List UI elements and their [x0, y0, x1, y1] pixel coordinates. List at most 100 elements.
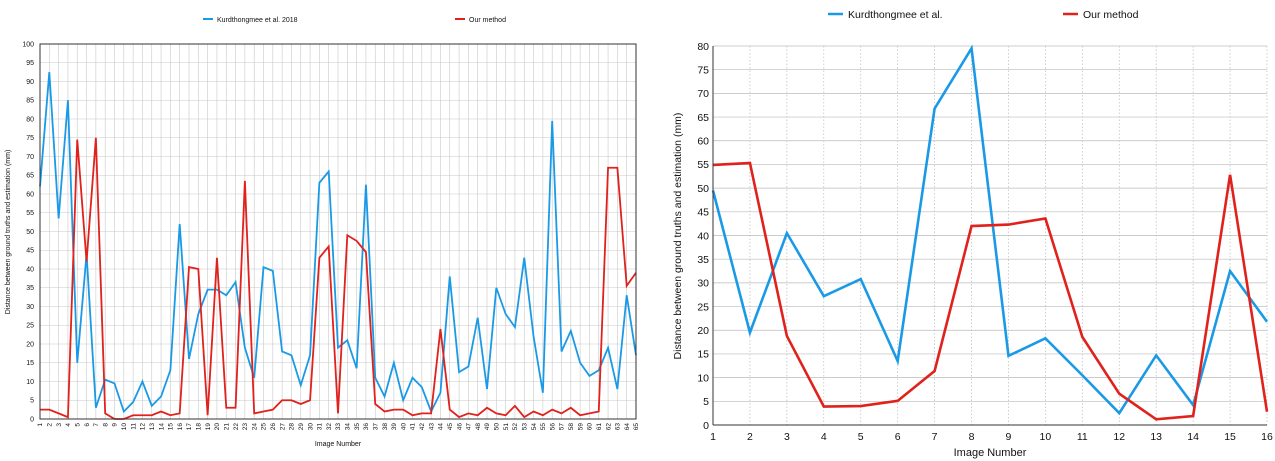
right-x-tick-label: 3: [784, 431, 790, 443]
left-y-tick-label: 40: [26, 266, 34, 273]
legend-left-our-method-label: Our method: [469, 17, 506, 24]
right-y-tick-labels: 0 5 10 15 20 25 30 35 40 45 50 55 60 65 70 75 80: [697, 41, 709, 432]
left-x-tick-label: 3: [56, 423, 63, 427]
left-x-tick-label: 10: [121, 423, 128, 431]
left-x-tick-label: 35: [354, 423, 361, 431]
left-x-tick-label: 59: [577, 423, 584, 431]
left-x-tick-label: 30: [307, 423, 314, 431]
left-x-tick-label: 22: [233, 423, 240, 431]
left-x-tick-label: 49: [484, 423, 491, 431]
left-y-tick-label: 90: [26, 79, 34, 86]
left-x-tick-label: 34: [345, 423, 352, 431]
left-series-kurdthongmee-line: [39, 72, 637, 414]
left-y-tick-labels: 0 5 10 15 20 25 30 35 40 45 50 55 60 65 70 75 80 85 90 95 10…: [22, 41, 34, 423]
right-y-tick-label: 45: [697, 207, 709, 219]
right-y-tick-label: 15: [697, 349, 709, 361]
left-x-tick-label: 33: [335, 423, 342, 431]
chart-right: Kurdthongmee et al. Our method 051015202…: [672, 9, 1273, 459]
right-x-tick-label: 13: [1150, 431, 1162, 443]
right-x-tick-label: 15: [1224, 431, 1236, 443]
left-x-tick-label: 20: [214, 423, 221, 431]
left-x-tick-label: 14: [158, 423, 165, 431]
right-x-tick-label: 1: [710, 431, 716, 443]
left-x-tick-label: 8: [102, 423, 109, 427]
right-y-tick-label: 55: [697, 159, 709, 171]
left-x-tick-label: 60: [587, 423, 594, 431]
left-x-tick-label: 24: [251, 423, 258, 431]
right-y-tick-label: 80: [697, 41, 709, 53]
left-y-tick-label: 60: [26, 191, 34, 198]
left-x-tick-label: 16: [177, 423, 184, 431]
right-y-tick-label: 35: [697, 254, 709, 266]
left-x-tick-label: 4: [65, 423, 72, 427]
left-y-tick-label: 45: [26, 248, 34, 255]
left-x-tick-label: 19: [205, 423, 212, 431]
left-x-tick-label: 2: [47, 423, 54, 427]
right-y-tick-label: 60: [697, 136, 709, 148]
right-y-tick-label: 30: [697, 278, 709, 290]
left-x-tick-label: 25: [261, 423, 268, 431]
left-y-tick-label: 75: [26, 135, 34, 142]
right-series-lines: [711, 44, 1269, 421]
left-x-tick-label: 48: [475, 423, 482, 431]
left-x-tick-label: 18: [196, 423, 203, 431]
right-y-tick-label: 25: [697, 301, 709, 313]
right-y-tick-label: 70: [697, 88, 709, 100]
right-y-axis-label: Distance between ground truths and estim…: [672, 113, 684, 360]
legend-right-our-method-label: Our method: [1083, 9, 1139, 21]
right-y-tick-label: 10: [697, 372, 709, 384]
left-x-tick-label: 42: [419, 423, 426, 431]
left-x-tick-label: 57: [559, 423, 566, 431]
left-y-tick-label: 35: [26, 285, 34, 292]
right-y-tick-label: 0: [703, 420, 709, 432]
left-series-lines: [39, 72, 637, 420]
left-x-tick-label: 65: [633, 423, 640, 431]
right-x-tick-label: 11: [1077, 431, 1088, 443]
right-y-tick-label: 50: [697, 183, 709, 195]
left-x-tick-label: 36: [363, 423, 370, 431]
left-y-tick-label: 5: [30, 398, 34, 405]
right-x-tick-label: 7: [932, 431, 938, 443]
left-x-tick-label: 12: [140, 423, 147, 431]
left-x-tick-label: 45: [447, 423, 454, 431]
left-y-tick-label: 10: [26, 379, 34, 386]
left-y-tick-label: 70: [26, 154, 34, 161]
left-y-tick-label: 15: [26, 360, 34, 367]
right-y-tick-label: 40: [697, 230, 709, 242]
left-x-tick-label: 64: [624, 423, 631, 431]
left-x-tick-label: 21: [223, 423, 230, 431]
right-x-tick-labels: 1 2 3 4 5 6 7 8 9 10 11 12 13 14 15 16: [710, 431, 1273, 443]
left-x-tick-label: 26: [270, 423, 277, 431]
right-x-tick-label: 12: [1113, 431, 1125, 443]
left-gridlines: [39, 43, 637, 420]
right-x-tick-label: 4: [821, 431, 827, 443]
left-y-tick-label: 30: [26, 304, 34, 311]
left-x-tick-label: 39: [391, 423, 398, 431]
left-x-tick-label: 54: [531, 423, 538, 431]
left-x-tick-label: 9: [112, 423, 119, 427]
left-x-tick-label: 11: [130, 423, 137, 430]
left-x-tick-label: 58: [568, 423, 575, 431]
left-x-tick-label: 23: [242, 423, 249, 431]
left-x-tick-label: 40: [400, 423, 407, 431]
right-x-axis-label: Image Number: [954, 447, 1027, 459]
right-x-tick-label: 16: [1261, 431, 1273, 443]
left-x-tick-label: 53: [521, 423, 528, 431]
left-y-tick-label: 100: [22, 41, 34, 48]
left-x-tick-label: 61: [596, 423, 603, 431]
left-y-tick-label: 95: [26, 60, 34, 67]
right-x-tick-label: 5: [858, 431, 864, 443]
left-y-tick-label: 85: [26, 98, 34, 105]
left-x-tick-label: 44: [438, 423, 445, 431]
chart-left: Kurdthongmee et al. 2018 Our method 0510…: [5, 17, 640, 448]
legend-left: Kurdthongmee et al. 2018 Our method: [203, 17, 506, 24]
left-x-tick-label: 43: [428, 423, 435, 431]
left-x-tick-label: 6: [84, 423, 91, 427]
left-y-tick-label: 55: [26, 210, 34, 217]
legend-right: Kurdthongmee et al. Our method: [828, 9, 1139, 21]
left-y-axis-label: Distance between ground truths and estim…: [5, 150, 12, 315]
left-x-tick-label: 52: [512, 423, 519, 431]
left-x-tick-label: 28: [289, 423, 296, 431]
left-x-tick-label: 62: [605, 423, 612, 431]
left-plot-frame: [39, 43, 637, 420]
